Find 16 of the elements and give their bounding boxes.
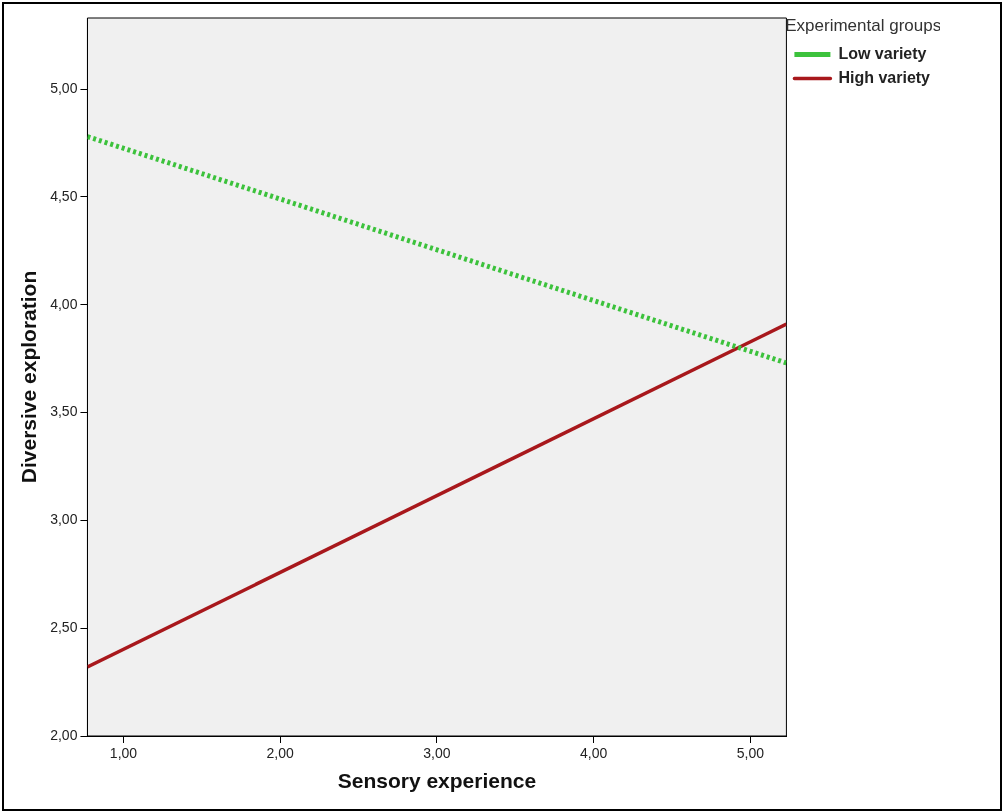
legend-label: High variety [838, 68, 931, 86]
y-axis-title: Diversive exploration [17, 270, 41, 484]
x-axis-title: Sensory experience [337, 769, 537, 793]
y-tick-label: 4,00 [50, 295, 78, 312]
y-tick-label: 3,50 [50, 403, 78, 420]
x-tick-label: 2,00 [266, 745, 295, 762]
y-tick-label: 2,00 [50, 726, 78, 743]
y-tick-label: 2,50 [50, 619, 78, 636]
legend-label: Low variety [838, 44, 927, 62]
x-tick-label: 4,00 [580, 745, 608, 762]
x-tick-label: 3,00 [423, 745, 451, 762]
y-tick-label: 5,00 [50, 80, 78, 97]
y-tick-label: 3,00 [50, 511, 78, 528]
x-tick-label: 1,00 [109, 745, 138, 762]
x-tick-label: 5,00 [736, 745, 765, 762]
y-tick-label: 4,50 [50, 187, 78, 204]
